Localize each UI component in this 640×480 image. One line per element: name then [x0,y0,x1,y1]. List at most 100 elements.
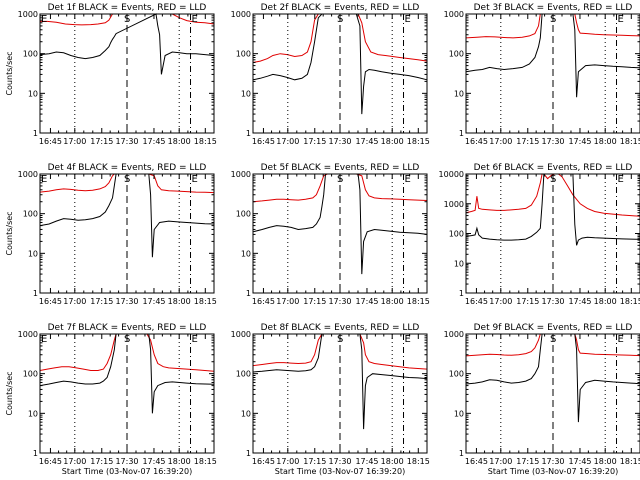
x-tick-label: 17:15 [303,457,326,466]
x-tick-label: 17:45 [142,457,165,466]
events-series-line [39,13,215,75]
x-tick-label: 18:15 [620,297,640,306]
y-tick-label: 10 [28,249,38,258]
y-tick-label: 10 [28,89,38,98]
panel-title: Det 5f BLACK = Events, RED = LLD [261,163,420,173]
x-tick-label: 17:00 [489,297,512,306]
x-tick-label: 17:15 [90,137,113,146]
y-tick-label: 1 [33,289,38,298]
y-tick-label: 1 [33,129,38,138]
y-tick-label: 10 [454,259,464,268]
marker-label-s: S [550,174,556,185]
y-axis-label: Counts/sec [5,211,14,255]
x-tick-label: 18:00 [594,457,617,466]
x-tick-label: 17:30 [328,137,351,146]
x-tick-label: 17:45 [568,137,591,146]
marker-label-e2: E [618,14,624,25]
marker-label-s: S [124,334,130,345]
y-tick-label: 10 [28,409,38,418]
x-tick-label: 17:15 [516,457,539,466]
x-tick-label: 17:30 [115,457,138,466]
x-tick-label: 17:45 [355,297,378,306]
x-tick-label: 18:15 [194,457,217,466]
y-tick-label: 1000 [231,170,251,179]
marker-label-e1: E [41,14,47,25]
x-tick-label: 17:15 [303,297,326,306]
y-tick-label: 1000 [444,200,464,209]
lld-series-line [39,333,215,372]
x-tick-label: 17:45 [142,137,165,146]
marker-label-e2: E [618,174,624,185]
panel-title: Det 8f BLACK = Events, RED = LLD [261,323,420,333]
y-tick-label: 10 [241,89,251,98]
x-tick-label: 17:45 [568,297,591,306]
x-tick-label: 17:30 [115,137,138,146]
marker-label-s: S [337,174,343,185]
y-tick-label: 1000 [444,10,464,19]
x-axis-label: Start Time (03-Nov-07 16:39:20) [275,467,405,476]
x-tick-label: 17:00 [489,457,512,466]
marker-label-e2: E [405,14,411,25]
x-tick-label: 16:45 [252,457,275,466]
x-tick-label: 17:00 [276,137,299,146]
events-series-line [465,13,640,98]
marker-label-e2: E [618,334,624,345]
x-tick-label: 17:00 [63,457,86,466]
y-tick-label: 10000 [439,170,464,179]
y-tick-label: 100 [236,370,251,379]
x-tick-label: 17:00 [276,297,299,306]
x-tick-label: 18:15 [194,297,217,306]
y-tick-label: 100 [236,210,251,219]
x-tick-label: 16:45 [39,297,62,306]
marker-label-s: S [124,14,130,25]
x-tick-label: 18:15 [407,457,430,466]
y-axis-label: Counts/sec [5,51,14,95]
x-tick-label: 17:30 [541,457,564,466]
y-axis-label: Counts/sec [5,371,14,415]
x-tick-label: 17:15 [90,297,113,306]
x-tick-label: 17:15 [303,137,326,146]
x-tick-label: 17:30 [328,297,351,306]
panel-title: Det 6f BLACK = Events, RED = LLD [474,163,633,173]
y-tick-label: 1 [459,129,464,138]
y-tick-label: 1000 [231,330,251,339]
x-tick-label: 18:15 [194,137,217,146]
y-tick-label: 100 [449,50,464,59]
y-tick-label: 1 [33,449,38,458]
events-series-line [465,333,640,423]
y-tick-label: 1000 [444,330,464,339]
y-tick-label: 100 [23,50,38,59]
x-tick-label: 16:45 [252,137,275,146]
marker-label-e1: E [41,334,47,345]
x-tick-label: 18:00 [168,137,191,146]
x-tick-label: 16:45 [252,297,275,306]
panel-title: Det 1f BLACK = Events, RED = LLD [48,3,207,13]
marker-label-s: S [550,14,556,25]
x-tick-label: 18:00 [168,457,191,466]
panel-title: Det 2f BLACK = Events, RED = LLD [261,3,420,13]
x-tick-label: 17:30 [541,137,564,146]
marker-label-e2: E [192,14,198,25]
y-tick-label: 10 [454,89,464,98]
x-tick-label: 17:30 [115,297,138,306]
y-tick-label: 1000 [18,170,38,179]
x-tick-label: 17:30 [541,297,564,306]
x-tick-label: 18:00 [381,457,404,466]
panel-title: Det 9f BLACK = Events, RED = LLD [474,323,633,333]
events-series-line [39,173,215,258]
y-tick-label: 10 [454,409,464,418]
marker-label-s: S [124,174,130,185]
x-tick-label: 17:15 [516,297,539,306]
x-axis-label: Start Time (03-Nov-07 16:39:20) [62,467,192,476]
y-tick-label: 100 [236,50,251,59]
y-tick-label: 10 [241,249,251,258]
x-tick-label: 17:00 [276,457,299,466]
y-tick-label: 10 [241,409,251,418]
